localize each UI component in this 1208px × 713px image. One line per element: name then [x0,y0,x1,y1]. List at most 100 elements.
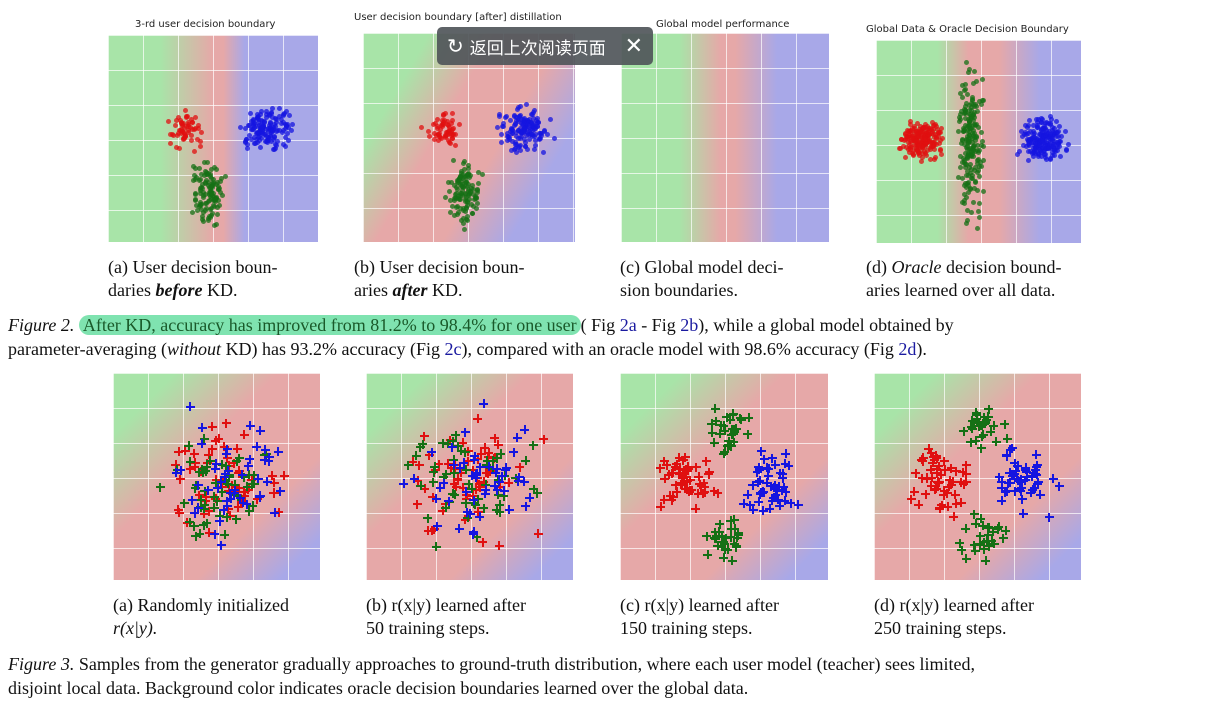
scatter-point [285,138,291,144]
global-model-plot [621,33,829,242]
scatter-point [269,128,275,134]
plus-marker [957,545,967,555]
scatter-point [1030,122,1036,128]
scatter-point [509,131,515,137]
scatter-point [256,122,262,128]
plus-marker [959,426,969,436]
scatter-point [917,124,923,130]
scatter-point [243,136,249,142]
plus-marker [1028,485,1038,495]
plus-marker [255,492,265,502]
scatter-point [968,104,974,110]
plus-marker [950,490,960,500]
subcaption-2d: (d) Oracle decision bound-aries learned … [866,257,1062,300]
plus-marker [707,419,717,429]
fig-link[interactable]: 2c [444,339,462,359]
plus-marker [940,465,950,475]
plus-marker [931,484,941,494]
fig-link[interactable]: 2b [680,315,699,335]
scatter-point [211,202,217,208]
plus-marker [994,472,1004,482]
scatter-point [938,129,944,135]
plus-marker [460,427,470,437]
plus-marker [1033,477,1043,487]
plus-marker [967,424,977,434]
plus-marker [509,447,519,457]
plus-marker [239,430,249,440]
popup-label[interactable]: 返回上次阅读页面 [469,38,606,59]
plus-marker [492,485,502,495]
plus-marker [411,451,421,461]
scatter-point [1027,143,1033,149]
scatter-point [243,126,249,132]
plus-marker [1032,470,1042,480]
plus-marker [230,480,240,490]
scatter-point [898,136,904,142]
scatter-point [968,113,974,119]
fig-link[interactable]: 2d [898,339,917,359]
plus-marker [476,449,486,459]
plus-marker [184,441,194,451]
fig-link[interactable]: 2a [619,315,637,335]
plus-marker [701,456,711,466]
scatter-point [972,69,978,75]
scatter-point [1046,128,1052,134]
return-icon[interactable]: ↻ [447,34,464,58]
scatter-point [263,112,269,118]
scatter-point [215,198,221,204]
scatter-point [1028,140,1034,146]
plus-marker [765,504,775,514]
plus-marker [490,433,500,443]
scatter-point [930,143,936,149]
scatter-point [194,137,200,143]
scatter-point [1038,153,1044,159]
scatter-point [1051,129,1057,135]
scatter-point [1048,121,1054,127]
plus-marker [974,417,984,427]
scatter-point [206,171,212,177]
plus-marker [1032,462,1042,472]
scatter-point [267,120,273,126]
scatter-point [174,144,180,150]
plus-marker [441,503,451,513]
return-to-last-page-popup[interactable]: ↻ 返回上次阅读页面 ✕ [437,27,653,65]
scatter-point [216,185,222,191]
scatter-point [260,128,266,134]
scatter-point [464,214,470,220]
scatter-point [439,135,445,141]
scatter-point [972,115,978,121]
scatter-point [924,147,930,153]
scatter-point [199,181,205,187]
plus-marker [720,426,730,436]
plus-marker [221,418,231,428]
plus-marker [987,536,997,546]
plus-marker [955,538,965,548]
plus-marker [671,480,681,490]
scatter-point [922,135,928,141]
scatter-point [968,175,974,181]
plus-marker [439,478,449,488]
scatter-point [207,194,213,200]
plus-marker [475,512,485,522]
plus-marker [471,470,481,479]
scatter-point [939,125,945,131]
scatter-point [458,174,464,180]
plus-marker [469,455,479,465]
close-icon[interactable]: ✕ [624,33,643,59]
plus-marker [205,456,215,466]
oracle-boundary-plot [876,40,1081,243]
scatter-point [957,153,963,159]
scatter-point [970,94,976,100]
scatter-point [970,127,976,133]
scatter-point [500,120,506,126]
plus-marker [709,438,719,448]
scatter-point [446,128,452,134]
highlighted-text[interactable]: After KD, accuracy has improved from 81.… [78,315,581,335]
scatter-point [209,183,215,189]
plus-marker [772,486,782,496]
scatter-point [502,115,508,121]
scatter-point [194,207,200,213]
scatter-point [981,98,987,104]
plus-marker [975,531,985,541]
plot-title: Global Data & Oracle Decision Boundary [866,24,1069,35]
